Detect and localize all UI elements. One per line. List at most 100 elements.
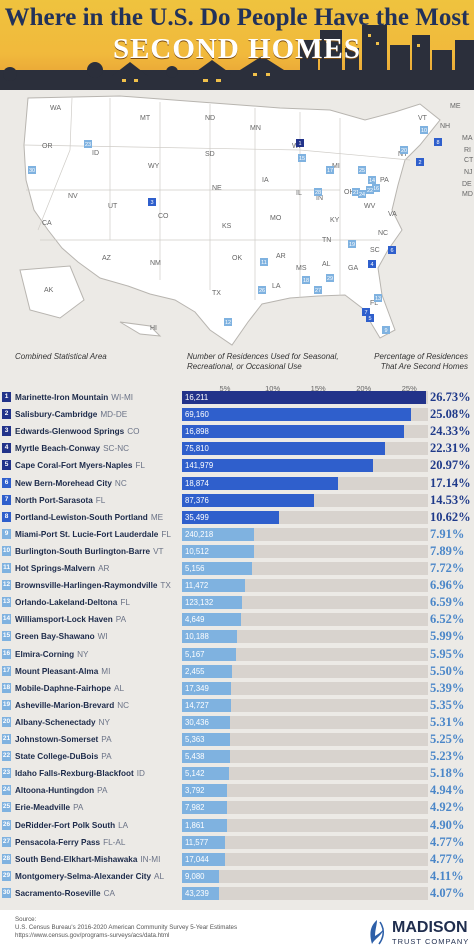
map-pin	[388, 246, 396, 254]
state-label: MI	[332, 163, 340, 170]
bar	[182, 767, 230, 781]
map-pin	[28, 166, 36, 174]
area-label: Elmira-Corning NY	[15, 649, 89, 660]
bar-track: 17,044	[182, 852, 428, 866]
map-pin-label: 7	[364, 310, 367, 316]
state-label: WY	[148, 163, 160, 170]
area-name: Pensacola-Ferry Pass	[15, 837, 101, 847]
area-name: Erie-Meadville	[15, 803, 71, 813]
bar-track: 7,982	[182, 801, 428, 815]
bar-track: 141,979	[182, 459, 428, 473]
percentage-label: 5.23%	[430, 749, 465, 764]
map-pin	[84, 140, 92, 148]
area-state: PA	[97, 786, 108, 796]
percentage-label: 4.11%	[430, 868, 464, 883]
residence-count: 43,239	[185, 888, 209, 898]
area-name: Orlando-Lakeland-Deltona	[15, 598, 118, 608]
bar-track: 9,080	[182, 869, 428, 883]
map-pin	[372, 184, 380, 192]
residence-count: 69,160	[185, 410, 209, 420]
area-state: SC-NC	[103, 444, 130, 454]
map-pin-label: 27	[315, 288, 321, 294]
percentage-label: 5.18%	[430, 766, 465, 781]
chart-row: 9 Miami-Port St. Lucie-Fort Lauderdale FL 2…	[0, 527, 474, 542]
bar	[182, 408, 411, 422]
state-label: NM	[150, 260, 161, 267]
bar-track: 16,211	[182, 391, 428, 404]
bar-track: 16,898	[182, 425, 428, 439]
map-pin-label: 8	[436, 140, 439, 146]
residence-count: 75,810	[185, 444, 209, 454]
chart-row: 24 Altoona-Huntingdon PA 3,792 4.94%	[0, 783, 474, 798]
bar	[182, 886, 220, 900]
map-pin-label: 9	[384, 328, 387, 334]
map-pin	[224, 318, 232, 326]
map-pin-label: 18	[303, 278, 309, 284]
rank-badge: 24	[2, 785, 11, 796]
area-label: New Bern-Morehead City NC	[15, 478, 127, 489]
state-label: AZ	[102, 255, 112, 262]
percentage-label: 5.99%	[430, 629, 465, 644]
chart-row: 22 State College-DuBois PA 5,438 5.23%	[0, 749, 474, 764]
state-label: NH	[440, 123, 450, 130]
residence-count: 11,577	[185, 837, 209, 847]
area-state: PA	[101, 735, 112, 744]
map-pin-label: 23	[85, 142, 91, 148]
state-label: AL	[322, 261, 331, 268]
map-pin	[352, 188, 360, 196]
area-state: FL	[120, 598, 130, 608]
area-state: ME	[150, 512, 164, 522]
rank-badge: 27	[2, 836, 11, 847]
residence-count: 4,649	[185, 615, 205, 625]
bar-track: 5,156	[182, 562, 428, 575]
rank-badge: 4	[2, 443, 11, 454]
area-label: Altoona-Huntingdon PA	[15, 785, 107, 796]
residence-count: 16,211	[185, 393, 209, 402]
area-name: Brownsville-Harlingen-Raymondville	[15, 581, 158, 591]
rank-badge: 2	[2, 409, 11, 420]
chart-row: 5 Cape Coral-Fort Myers-Naples FL 141,979 20…	[0, 458, 474, 473]
state-label: OR	[42, 143, 53, 150]
map-pin-label: 6	[390, 248, 393, 254]
chart-row: 16 Elmira-Corning NY 5,167 5.95%	[0, 647, 474, 662]
area-label: DeRidder-Fort Polk South LA	[15, 820, 128, 831]
area-label: Albany-Schenectady NY	[15, 717, 110, 728]
bar	[182, 664, 233, 678]
state-label: CA	[42, 220, 52, 227]
map-pin	[298, 154, 306, 162]
state-label: NE	[212, 185, 222, 192]
footer: Source: U.S. Census Bureau's 2016-2020 A…	[0, 910, 474, 950]
bar-track: 75,810	[182, 442, 428, 456]
map-pin	[374, 294, 382, 302]
bar	[182, 801, 227, 815]
area-state: AL	[154, 871, 165, 881]
map-pin	[348, 240, 356, 248]
area-label: North Port-Sarasota FL	[15, 495, 105, 506]
chart-row: 26 DeRidder-Fort Polk South LA 1,861 4.90%	[0, 818, 474, 833]
percentage-label: 5.50%	[430, 663, 465, 678]
area-label: Edwards-Glenwood Springs CO	[15, 426, 139, 437]
area-state: CA	[103, 888, 115, 898]
bar	[182, 493, 315, 507]
bar	[182, 527, 255, 541]
area-name: North Port-Sarasota	[15, 495, 93, 505]
area-state: MI	[101, 666, 111, 676]
rank-badge: 28	[2, 853, 11, 864]
chart-row: 2 Salisbury-Cambridge MD-DE 69,160 25.08%	[0, 407, 474, 422]
area-name: Green Bay-Shawano	[15, 632, 95, 642]
area-label: Williamsport-Lock Haven PA	[15, 614, 126, 625]
percentage-label: 20.97%	[430, 458, 471, 473]
residence-count: 17,044	[185, 854, 209, 864]
state-label: OK	[232, 255, 242, 262]
area-name: Myrtle Beach-Conway	[15, 444, 101, 454]
map-pin-label: 29	[327, 276, 333, 282]
logo-name: MADISON	[392, 919, 468, 936]
bar-track: 5,363	[182, 733, 428, 746]
area-name: Marinette-Iron Mountain	[15, 393, 109, 402]
state-label: FL	[370, 300, 378, 307]
map-pin-label: 1	[298, 141, 301, 147]
area-name: Albany-Schenectady	[15, 717, 96, 727]
state-label: LA	[272, 283, 281, 290]
bar	[182, 869, 220, 883]
bar	[182, 391, 426, 404]
